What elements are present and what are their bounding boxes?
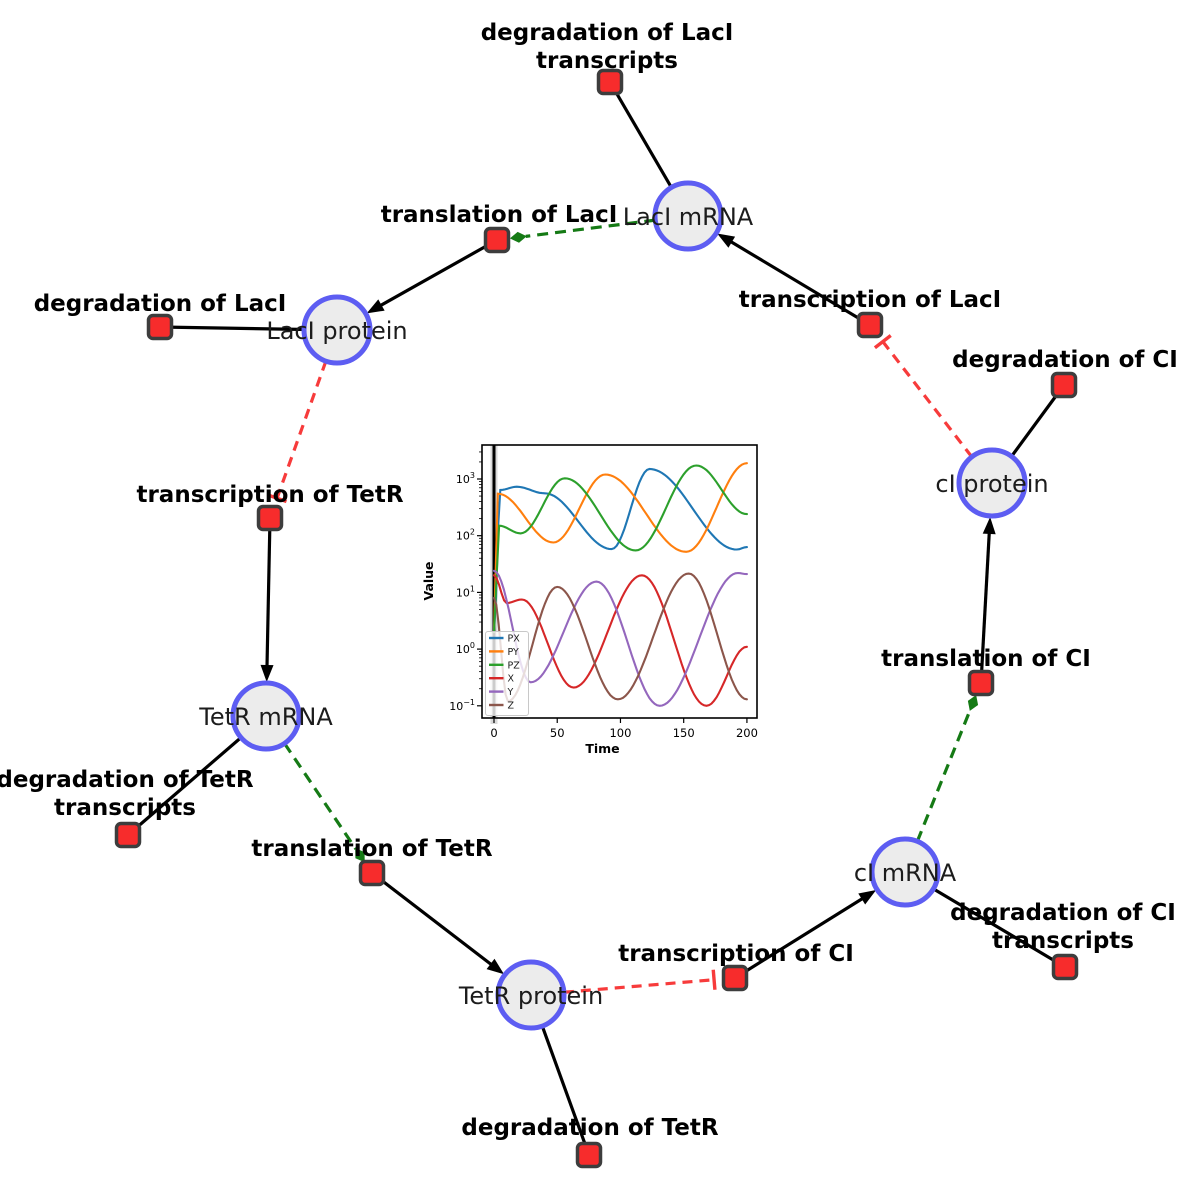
species-label-ci_protein: cI protein [935, 470, 1048, 498]
reaction-node-deg_laci_tx[interactable] [596, 68, 624, 96]
labels-layer: degradation of LacI transcripts translatio… [0, 20, 1178, 1141]
x-tick-label: 150 [673, 726, 695, 740]
edge-txn_laci-laci_mrna-arrowhead [717, 233, 736, 248]
reaction-node-transl_ci[interactable] [967, 669, 995, 697]
y-axis-label: Value [421, 561, 436, 600]
edge-transl_ci-ci_protein-arrowhead [982, 516, 996, 535]
edge-laci_mrna-transl_laci [525, 218, 656, 238]
reaction-label-transl_tetr: translation of TetR [251, 836, 492, 862]
x-tick-label: 50 [550, 726, 565, 740]
edge-txn_ci-ci_mrna [734, 894, 867, 980]
edge-laci_protein-txn_tetr [275, 360, 328, 499]
edge-transl_tetr-tetr_protein [371, 871, 496, 969]
reaction-nodes-layer [114, 68, 1079, 1169]
legend-label-X: X [508, 674, 515, 685]
legend-label-Z: Z [508, 701, 515, 712]
chart-frame [481, 444, 758, 719]
legend-label-PY: PY [508, 647, 520, 658]
reaction-node-txn_tetr[interactable] [256, 504, 284, 532]
reaction-label-txn_ci: transcription of CI [618, 941, 854, 967]
reaction-node-transl_laci[interactable] [483, 226, 511, 254]
edge-transl_tetr-tetr_protein-arrowhead [486, 958, 505, 975]
reaction-label-deg_tetr_tx: degradation of TetR transcripts [0, 767, 254, 821]
x-tick-label: 100 [609, 726, 631, 740]
reaction-label-txn_tetr: transcription of TetR [136, 482, 403, 508]
edge-txn_tetr-tetr_mrna [265, 517, 272, 671]
series-Y [492, 569, 748, 707]
reaction-node-deg_ci[interactable] [1050, 371, 1078, 399]
reaction-label-transl_ci: translation of CI [881, 646, 1091, 672]
legend-label-PZ: PZ [508, 660, 521, 671]
edge-ci_mrna-transl_ci-diamond [967, 695, 979, 711]
species-node-laci_protein[interactable] [301, 294, 373, 366]
species-nodes-layer [230, 180, 1028, 1031]
series-PY [492, 462, 748, 634]
species-label-laci_mrna: LacI mRNA [623, 203, 754, 231]
reaction-node-deg_tetr_tx[interactable] [114, 821, 142, 849]
edge-laci_mrna-transl_laci-diamond [509, 231, 527, 243]
species-node-ci_protein[interactable] [956, 447, 1028, 519]
reaction-node-deg_laci[interactable] [146, 313, 174, 341]
edge-ci_protein-txn_laci [881, 340, 974, 458]
edge-tetr_mrna-transl_tetr [283, 742, 358, 850]
edge-transl_laci-laci_protein [376, 238, 498, 309]
reaction-node-deg_ci_tx[interactable] [1051, 953, 1079, 981]
series-PZ [492, 464, 748, 634]
y-tick-label: 102 [456, 528, 475, 543]
reaction-label-transl_laci: translation of LacI [381, 202, 618, 228]
y-tick-label: 10−1 [449, 698, 475, 713]
reaction-label-txn_laci: transcription of LacI [739, 287, 1002, 313]
reaction-node-deg_tetr[interactable] [575, 1141, 603, 1169]
reaction-node-txn_laci[interactable] [856, 311, 884, 339]
species-label-laci_protein: LacI protein [266, 317, 407, 345]
edge-tetr_protein-txn_ci [563, 978, 715, 994]
legend-label-Y: Y [507, 687, 514, 698]
reaction-label-deg_ci: degradation of CI [952, 347, 1178, 373]
reaction-label-deg_laci: degradation of LacI [34, 291, 287, 317]
edge-transl_ci-ci_protein [979, 528, 992, 684]
x-tick-label: 0 [490, 726, 497, 740]
reaction-label-deg_laci_tx: degradation of LacI transcripts [481, 20, 734, 74]
species-label-ci_mrna: cI mRNA [854, 859, 957, 887]
edge-transl_laci-laci_protein-arrowhead [366, 299, 385, 314]
edge-ci_protein-txn_laci-tee [873, 334, 892, 350]
chart-inset: 103 102 101 100 10−1 0 50 100 150 200 Time Value PX P… [420, 435, 770, 783]
y-tick-label: 103 [456, 471, 475, 486]
reaction-label-deg_tetr: degradation of TetR [461, 1115, 718, 1141]
y-tick-label: 101 [456, 584, 475, 599]
species-node-tetr_protein[interactable] [495, 959, 567, 1031]
x-tick-label: 200 [736, 726, 758, 740]
species-node-ci_mrna[interactable] [869, 836, 941, 908]
series-Z [492, 572, 748, 703]
species-node-tetr_mrna[interactable] [230, 680, 302, 752]
edge-laci_protein-txn_tetr-tee [267, 493, 288, 504]
x-axis-label: Time [585, 741, 619, 756]
edge-tetr_protein-txn_ci-tee [711, 969, 717, 990]
species-label-tetr_protein: TetR protein [458, 982, 603, 1010]
reaction-node-txn_ci[interactable] [721, 964, 749, 992]
edge-txn_laci-laci_mrna [726, 238, 871, 327]
reaction-label-deg_ci_tx: degradation of CI transcripts [950, 900, 1176, 954]
edge-ci_mrna-transl_ci [915, 709, 972, 842]
species-node-laci_mrna[interactable] [652, 180, 724, 252]
reaction-node-transl_tetr[interactable] [358, 859, 386, 887]
y-tick-label: 100 [456, 641, 475, 656]
edge-tetr_mrna-transl_tetr-diamond [355, 848, 365, 863]
series-X [492, 574, 748, 707]
legend-label-PX: PX [508, 634, 521, 645]
species-label-tetr_mrna: TetR mRNA [198, 703, 333, 731]
edge-txn_tetr-tetr_mrna-arrowhead [260, 664, 274, 683]
edge-txn_ci-ci_mrna-arrowhead [858, 889, 877, 905]
edges-layer [126, 81, 1066, 1156]
